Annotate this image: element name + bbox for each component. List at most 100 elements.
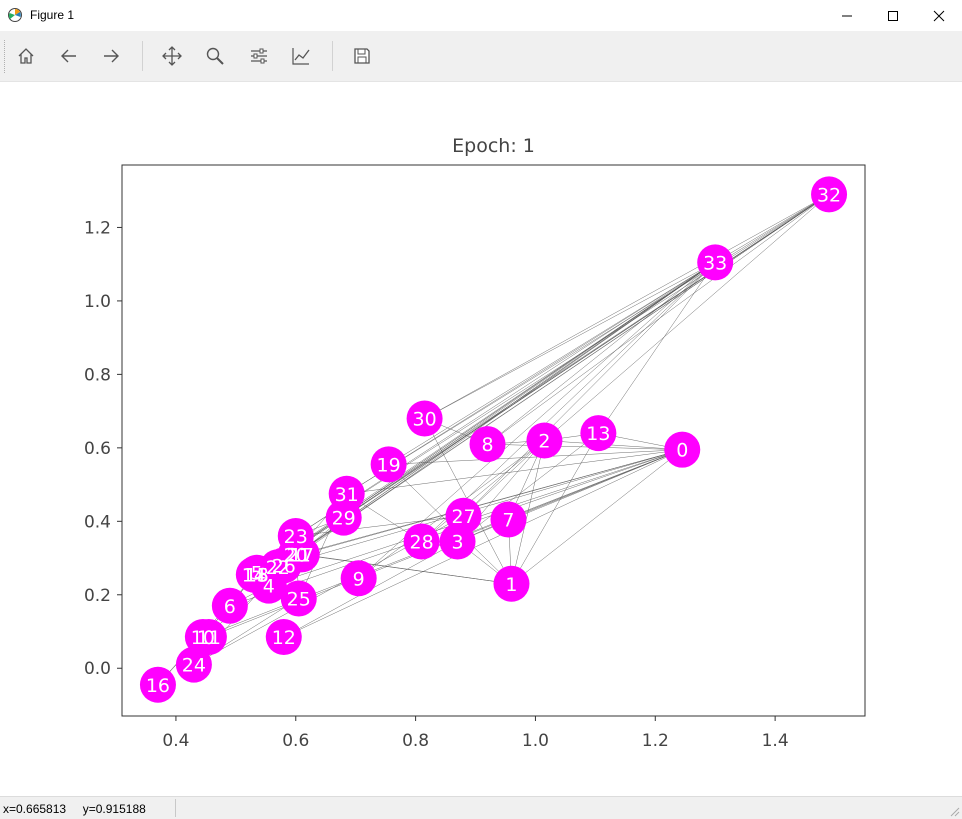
- figure-canvas[interactable]: Epoch: 1 0.4 0.6 0.8 1.0 1.2 1.4 0.0 0.2 0.4 0.6 0.…: [0, 82, 962, 796]
- node-label: 12: [272, 627, 296, 649]
- graph-node[interactable]: [406, 400, 443, 437]
- node-label: 18: [245, 565, 269, 587]
- graph-edge: [298, 449, 683, 555]
- node-label: 2: [538, 431, 550, 453]
- graph-edge: [424, 262, 716, 419]
- node-label: 20: [284, 544, 308, 566]
- graph-node[interactable]: [277, 518, 314, 555]
- graph-edge: [283, 449, 683, 638]
- graph-node[interactable]: [280, 580, 317, 617]
- toolbar-separator: [142, 41, 143, 71]
- graph-node[interactable]: [664, 431, 701, 468]
- node-label: 14: [242, 565, 266, 587]
- graph-node[interactable]: [493, 565, 530, 602]
- graph-node[interactable]: [403, 523, 440, 560]
- x-tick-label: 1.4: [762, 731, 789, 751]
- node-label: 6: [224, 596, 236, 618]
- move-icon: [162, 46, 182, 66]
- graph-node[interactable]: [445, 497, 482, 534]
- graph-node[interactable]: [190, 619, 227, 656]
- node-label: 25: [287, 588, 311, 610]
- navigation-toolbar: [0, 31, 962, 82]
- close-icon: [933, 10, 945, 22]
- status-bar: x=0.665813 y=0.915188: [0, 796, 962, 819]
- y-tick-label: 0.6: [84, 439, 111, 459]
- arrow-right-icon: [104, 49, 119, 63]
- y-tick-label: 0.8: [84, 365, 111, 385]
- minimize-icon: [842, 15, 852, 17]
- graph-edge: [295, 515, 464, 537]
- subplots-button[interactable]: [242, 39, 276, 73]
- node-label: 32: [817, 184, 841, 206]
- graph-node[interactable]: [811, 176, 848, 213]
- minimize-button[interactable]: [824, 0, 870, 31]
- x-tick-label: 0.6: [282, 731, 309, 751]
- graph-node[interactable]: [469, 426, 506, 463]
- chart-line-icon: [292, 48, 310, 65]
- node-label: 1: [505, 574, 517, 596]
- x-tick-label: 1.2: [642, 731, 669, 751]
- node-label: 15: [245, 565, 269, 587]
- graph-node[interactable]: [265, 619, 302, 656]
- magnifier-icon: [206, 47, 224, 65]
- pan-button[interactable]: [155, 39, 189, 73]
- graph-node[interactable]: [697, 244, 734, 281]
- zoom-button[interactable]: [198, 39, 232, 73]
- floppy-disk-icon: [354, 48, 370, 64]
- graph-edge: [544, 194, 830, 441]
- graph-node[interactable]: [175, 646, 212, 683]
- arrow-left-icon: [61, 49, 76, 63]
- graph-edge: [463, 440, 545, 516]
- graph-edge: [388, 262, 716, 465]
- node-label: 10: [191, 627, 215, 649]
- graph-node[interactable]: [580, 415, 617, 452]
- graph-edge: [463, 262, 716, 516]
- node-label: 8: [481, 434, 493, 456]
- home-button[interactable]: [9, 39, 43, 73]
- close-button[interactable]: [916, 0, 962, 31]
- graph-edge: [298, 554, 512, 585]
- maximize-button[interactable]: [870, 0, 916, 31]
- graph-node[interactable]: [370, 446, 407, 483]
- resize-grip-icon[interactable]: [948, 805, 960, 817]
- status-divider: [175, 799, 176, 817]
- graph-edge: [424, 194, 830, 419]
- graph-node[interactable]: [328, 475, 365, 512]
- node-label: 7: [502, 509, 514, 531]
- y-tick-label: 0.2: [84, 586, 111, 606]
- node-label: 22: [266, 557, 290, 579]
- graph-node[interactable]: [211, 587, 248, 624]
- node-label: 13: [586, 423, 610, 445]
- back-button[interactable]: [52, 39, 86, 73]
- node-label: 23: [284, 526, 308, 548]
- graph-node[interactable]: [490, 501, 527, 538]
- graph-node[interactable]: [265, 547, 302, 584]
- forward-button[interactable]: [94, 39, 128, 73]
- node-label: 5: [251, 563, 263, 585]
- node-label: 0: [676, 440, 688, 462]
- graph-node[interactable]: [139, 666, 176, 703]
- chart-title: Epoch: 1: [452, 135, 535, 157]
- graph-node[interactable]: [340, 560, 377, 597]
- graph-edge: [346, 449, 683, 495]
- node-label: 21: [287, 544, 311, 566]
- graph-edge: [511, 449, 683, 584]
- graph-edge: [388, 449, 683, 465]
- graph-edge: [511, 440, 545, 584]
- graph-edge: [343, 194, 830, 518]
- graph-edge: [421, 440, 545, 542]
- toolbar-grip: [4, 40, 7, 73]
- node-label: 28: [410, 532, 434, 554]
- graph-node[interactable]: [526, 422, 563, 459]
- node-label: 33: [703, 252, 727, 274]
- x-tick-label: 0.8: [402, 731, 429, 751]
- y-tick-label: 0.0: [84, 659, 111, 679]
- node-label: 29: [332, 508, 356, 530]
- graph-edge: [487, 443, 683, 450]
- graph-edge: [295, 262, 716, 537]
- save-button[interactable]: [345, 39, 379, 73]
- node-label: 19: [377, 454, 401, 476]
- customize-button[interactable]: [284, 39, 318, 73]
- plot-area[interactable]: Epoch: 1 0.4 0.6 0.8 1.0 1.2 1.4 0.0 0.2 0.4 0.6 0.…: [0, 82, 962, 796]
- graph-edge: [346, 262, 716, 494]
